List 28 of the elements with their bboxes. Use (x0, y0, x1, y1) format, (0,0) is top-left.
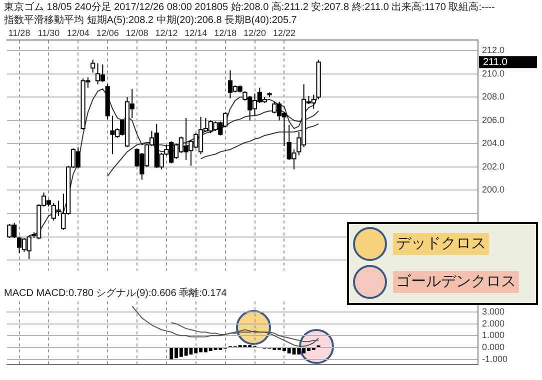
x-tick-label: 12/06 (96, 28, 119, 38)
y-tick-label: 200.0 (482, 184, 505, 195)
y-tick-label: 202.0 (482, 161, 505, 172)
x-tick-label: 11/30 (38, 28, 60, 38)
y-tick-label: 208.0 (482, 92, 505, 102)
x-tick-label: 12/08 (126, 28, 148, 38)
x-tick-label: 12/18 (214, 28, 237, 38)
x-tick-label: 11/28 (8, 28, 30, 38)
chart-title: MACD MACD:0.780 シグナル(9):0.606 乖離:0.174 (4, 288, 227, 300)
chart-subtitle: 指数平滑移動平均 短期A(5):208.2 中期(20):206.8 長期B(40):205.7 (4, 15, 297, 27)
y-tick-label: 3.000 (482, 306, 505, 317)
x-tick-label: 12/12 (155, 28, 178, 38)
text: 211.0 (483, 56, 508, 68)
y-tick-label: 206.0 (482, 114, 505, 125)
y-tick-label: 212.0 (482, 44, 505, 55)
y-tick-label: 1.000 (482, 330, 505, 340)
y-tick-label: 210.0 (482, 68, 505, 78)
legend-box: デッドクロス ゴールデンクロス (347, 222, 538, 305)
y-tick-label: -1.000 (482, 354, 508, 364)
chart-title: 東京ゴム 18/05 240分足 2017/12/26 08:00 201805 始:208.0 高:211.2 安:207.8 終:211.0 出来高:1170 取組高:---- (4, 2, 495, 14)
x-tick-label: 12/04 (66, 28, 90, 38)
x-tick-label: 12/20 (244, 28, 266, 38)
y-tick-label: 0.000 (482, 342, 505, 352)
x-tick-label: 12/14 (184, 28, 208, 38)
y-tick-label: 2.000 (482, 318, 505, 328)
x-tick-label: 12/22 (272, 28, 296, 38)
annotation: デッドクロス (393, 233, 489, 255)
y-tick-label: 204.0 (482, 138, 505, 148)
